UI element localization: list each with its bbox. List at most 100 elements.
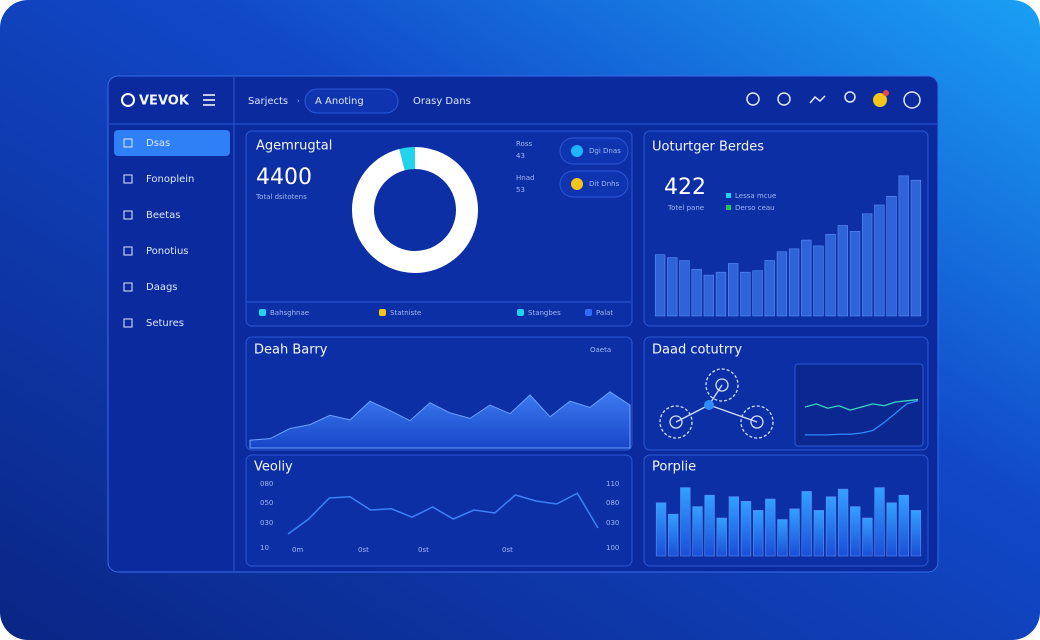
filter[interactable]: A Anoting <box>315 96 364 107</box>
bar <box>740 271 751 317</box>
y-tick-label: 050 <box>260 499 273 507</box>
panel-note: Oaeta <box>590 346 611 354</box>
bar <box>886 195 897 317</box>
nav-icon <box>123 282 133 292</box>
bar <box>862 517 873 557</box>
bar <box>910 179 922 317</box>
legend-swatch <box>726 205 731 210</box>
bar <box>691 268 702 317</box>
menu-icon[interactable] <box>203 94 215 106</box>
kpi-caption: Total dsitotens <box>255 193 307 201</box>
nav-item[interactable]: Daags <box>146 282 178 293</box>
bar <box>776 251 788 317</box>
nav-icon <box>123 318 133 328</box>
bar <box>898 175 909 317</box>
legend-swatch <box>585 309 592 316</box>
trend-frame <box>794 363 924 447</box>
tab[interactable]: Orasy Dans <box>413 96 471 107</box>
x-tick-label: 0st <box>358 546 369 554</box>
legend-swatch <box>259 309 266 316</box>
node-core <box>750 415 764 429</box>
breadcrumb[interactable]: Sarjects <box>248 96 288 107</box>
nav-item[interactable]: Beetas <box>146 210 180 221</box>
nav-icon <box>123 138 133 148</box>
search-icon[interactable] <box>746 92 760 106</box>
bar <box>862 213 873 317</box>
power-icon[interactable] <box>903 91 921 109</box>
bar <box>825 496 837 557</box>
node-core <box>669 415 683 429</box>
bar <box>752 270 763 317</box>
bar <box>837 488 849 557</box>
bar <box>679 260 690 317</box>
bar <box>777 519 788 557</box>
chip[interactable] <box>559 137 629 165</box>
bar <box>764 260 775 317</box>
chip[interactable] <box>559 170 629 198</box>
stat-value: 53 <box>516 186 525 194</box>
panel-title: Veoliy <box>254 460 293 475</box>
logo-icon <box>121 93 135 107</box>
legend-label: Bahsghnae <box>270 309 309 317</box>
y-tick-label: 080 <box>606 499 619 507</box>
bar <box>668 513 679 557</box>
donut-slice <box>352 147 478 273</box>
bar <box>715 271 727 317</box>
notification-dot <box>883 90 889 96</box>
node-core <box>715 378 729 392</box>
stat-label: Ross <box>516 140 532 148</box>
bar <box>910 510 922 557</box>
filter-pill[interactable] <box>304 88 399 114</box>
trend-line <box>804 398 919 411</box>
y-tick-label: 10 <box>260 544 269 552</box>
nav-item[interactable]: Setures <box>146 318 184 329</box>
breadcrumb-separator: › <box>297 97 300 105</box>
bar <box>788 248 800 317</box>
bar <box>728 496 740 557</box>
bar <box>874 204 885 317</box>
panel-title: Uoturtger Berdes <box>652 140 764 155</box>
bar <box>849 231 861 317</box>
node <box>740 405 774 439</box>
kpi-value: 422 <box>664 175 706 200</box>
sidebar-active <box>114 130 230 156</box>
sidebar: Dsas Fonoplein Beetas Ponotius Daags Setures <box>123 138 194 329</box>
bar <box>837 225 848 317</box>
nav-item[interactable]: Ponotius <box>146 246 189 257</box>
trend-icon[interactable] <box>809 95 826 104</box>
search-icon[interactable] <box>777 92 791 106</box>
nav-item[interactable]: Dsas <box>146 138 170 149</box>
nav-item[interactable]: Fonoplein <box>146 174 194 185</box>
stat-label: Hnad <box>516 174 534 182</box>
bar <box>667 257 678 317</box>
chip-label: Dgi Dnas <box>589 147 621 155</box>
bar <box>813 510 824 557</box>
panel <box>245 130 633 327</box>
nav-icon <box>123 210 133 220</box>
avatar[interactable] <box>873 93 887 107</box>
panel-title: Deah Barry <box>254 343 328 358</box>
kpi-value: 4400 <box>256 165 312 190</box>
bar <box>813 245 824 317</box>
bar <box>655 502 667 557</box>
bar <box>765 498 776 557</box>
legend-swatch <box>379 309 386 316</box>
bar <box>716 517 727 557</box>
kpi-caption: Totel pane <box>667 204 704 212</box>
user-icon[interactable] <box>844 91 856 103</box>
x-tick-label: 0st <box>418 546 429 554</box>
edge <box>708 404 758 423</box>
bar <box>825 233 836 317</box>
bar <box>728 263 739 317</box>
bar <box>874 487 885 557</box>
header-icons <box>746 91 921 109</box>
legend-label: Derso ceau <box>735 204 775 212</box>
chip-dot <box>571 178 583 190</box>
bar <box>898 494 909 557</box>
x-tick-label: 0m <box>292 546 303 554</box>
donut-slice <box>399 147 416 171</box>
logo: VEVOK <box>139 94 190 109</box>
panel-title: Daad cotutrry <box>652 343 742 358</box>
